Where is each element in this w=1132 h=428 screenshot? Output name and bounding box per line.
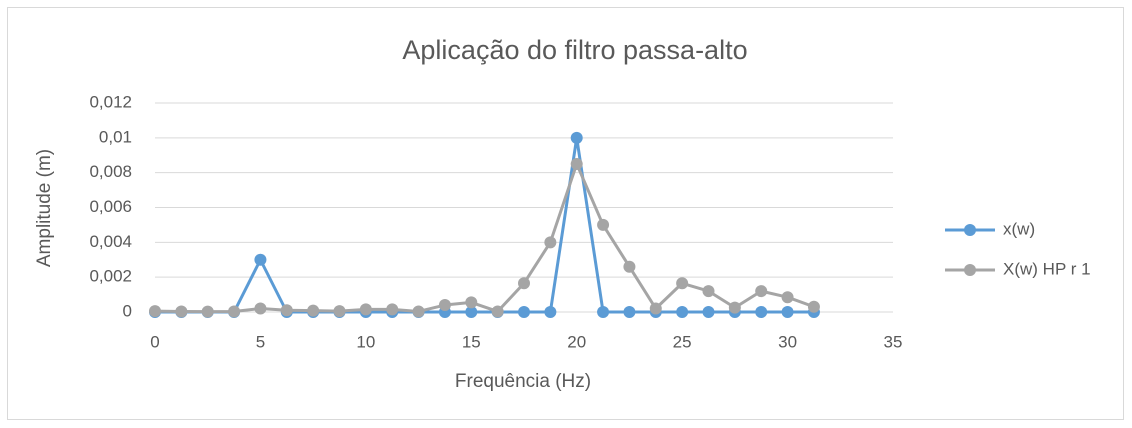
data-point xyxy=(649,302,662,315)
y-tick-label: 0,006 xyxy=(89,197,132,216)
y-tick-label: 0 xyxy=(123,301,132,320)
data-point xyxy=(755,285,768,298)
x-tick-label: 15 xyxy=(462,332,481,351)
y-tick-label: 0,002 xyxy=(89,267,132,286)
data-point xyxy=(544,236,557,249)
data-point xyxy=(491,305,504,318)
data-point xyxy=(386,303,399,316)
data-point xyxy=(570,131,583,144)
data-point xyxy=(781,306,794,318)
x-tick-label: 25 xyxy=(673,332,692,351)
data-point xyxy=(465,296,478,309)
data-point xyxy=(412,305,425,318)
data-point xyxy=(570,157,583,170)
data-point xyxy=(623,260,636,273)
data-point xyxy=(781,291,794,304)
x-axis-label: Frequência (Hz) xyxy=(455,371,591,392)
data-point xyxy=(676,306,689,318)
data-point xyxy=(254,302,267,315)
x-tick-label: 0 xyxy=(150,332,159,351)
data-point xyxy=(254,253,267,266)
data-point xyxy=(807,300,820,313)
y-tick-label: 0,008 xyxy=(89,162,132,181)
data-point xyxy=(149,305,161,318)
chart-title: Aplicação do filtro passa-alto xyxy=(402,35,747,65)
x-tick-label: 35 xyxy=(884,332,903,351)
data-point xyxy=(702,285,715,298)
data-point xyxy=(518,277,530,290)
data-point xyxy=(597,306,610,318)
data-point xyxy=(438,299,451,312)
data-point xyxy=(333,305,346,318)
data-point xyxy=(359,303,372,316)
data-point xyxy=(728,301,741,314)
data-point xyxy=(175,305,188,318)
legend-label: x(w) xyxy=(1003,219,1035,238)
data-point xyxy=(280,304,293,317)
data-point xyxy=(597,218,610,231)
data-point xyxy=(465,306,478,318)
x-tick-label: 10 xyxy=(356,332,375,351)
data-point xyxy=(755,306,768,318)
y-axis-label: Amplitude (m) xyxy=(34,149,55,267)
x-tick-label: 20 xyxy=(567,332,586,351)
data-point xyxy=(544,306,557,318)
data-point xyxy=(201,305,214,318)
data-point xyxy=(623,306,636,318)
legend-marker xyxy=(964,224,976,236)
y-tick-label: 0,004 xyxy=(89,232,132,251)
y-tick-label: 0,01 xyxy=(99,127,132,146)
data-point xyxy=(228,305,241,318)
legend-label: X(w) HP r 1 xyxy=(1003,259,1091,278)
y-tick-label: 0,012 xyxy=(89,92,132,111)
data-point xyxy=(702,306,715,318)
data-point xyxy=(307,304,320,317)
x-tick-label: 30 xyxy=(778,332,797,351)
data-point xyxy=(518,306,530,318)
legend-marker xyxy=(964,264,976,276)
x-tick-label: 5 xyxy=(256,332,265,351)
data-point xyxy=(676,277,689,290)
